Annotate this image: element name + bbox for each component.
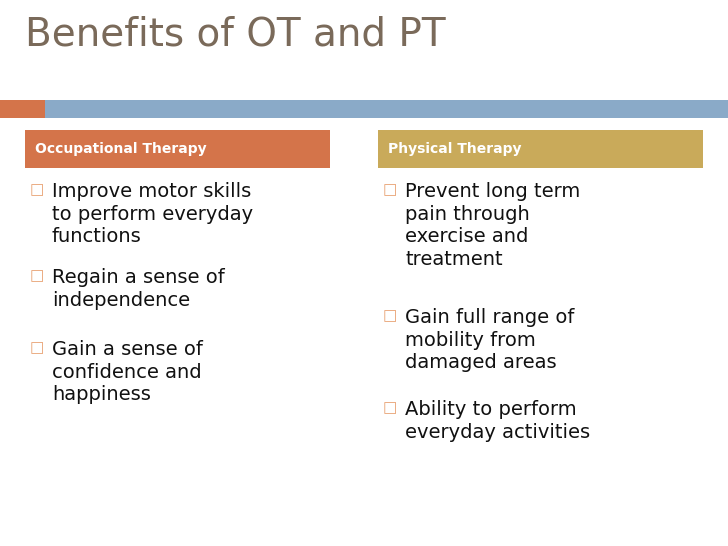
Text: □: □	[383, 182, 397, 197]
Text: Gain full range of
mobility from
damaged areas: Gain full range of mobility from damaged…	[405, 308, 574, 372]
Text: □: □	[30, 182, 44, 197]
Text: □: □	[30, 268, 44, 283]
Text: □: □	[383, 400, 397, 415]
Text: Improve motor skills
to perform everyday
functions: Improve motor skills to perform everyday…	[52, 182, 253, 246]
Text: Ability to perform
everyday activities: Ability to perform everyday activities	[405, 400, 590, 442]
Bar	[378, 130, 703, 168]
Bar	[0, 100, 45, 118]
Text: □: □	[383, 308, 397, 323]
Text: Regain a sense of
independence: Regain a sense of independence	[52, 268, 225, 310]
Text: □: □	[30, 340, 44, 355]
Bar	[25, 130, 330, 168]
Text: Gain a sense of
confidence and
happiness: Gain a sense of confidence and happiness	[52, 340, 203, 405]
Text: Prevent long term
pain through
exercise and
treatment: Prevent long term pain through exercise …	[405, 182, 580, 269]
Text: Physical Therapy: Physical Therapy	[388, 142, 521, 156]
Text: Occupational Therapy: Occupational Therapy	[35, 142, 207, 156]
Bar	[45, 100, 728, 118]
Text: Benefits of OT and PT: Benefits of OT and PT	[25, 15, 446, 53]
